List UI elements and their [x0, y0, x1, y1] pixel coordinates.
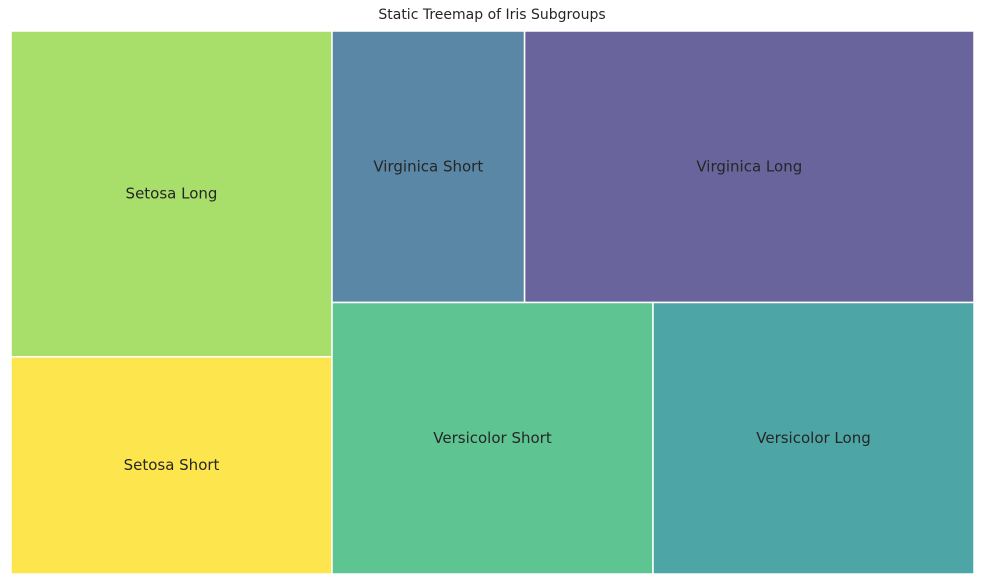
- cell-rect-setosa-short: [10, 356, 333, 575]
- cell-label-setosa-long: Setosa Long: [126, 184, 218, 202]
- cell-label-virginica-long: Virginica Long: [696, 157, 802, 175]
- cell-rect-versicolor-long: [652, 301, 975, 575]
- treemap-cell-versicolor-short: Versicolor Short: [331, 301, 654, 575]
- cell-label-setosa-short: Setosa Short: [124, 456, 220, 474]
- treemap-cell-virginica-short: Virginica Short: [331, 30, 526, 304]
- treemap-cell-virginica-long: Virginica Long: [523, 30, 975, 304]
- cell-rect-virginica-long: [523, 30, 975, 304]
- cell-label-versicolor-long: Versicolor Long: [756, 429, 870, 447]
- treemap-cells: Setosa Long Setosa Short Virginica Short Vi…: [10, 30, 975, 575]
- treemap-cell-setosa-short: Setosa Short: [10, 356, 333, 575]
- cell-rect-versicolor-short: [331, 301, 654, 575]
- cell-label-virginica-short: Virginica Short: [373, 157, 483, 175]
- chart-title: Static Treemap of Iris Subgroups: [378, 7, 606, 23]
- treemap-cell-setosa-long: Setosa Long: [10, 30, 333, 358]
- cell-label-versicolor-short: Versicolor Short: [433, 429, 552, 447]
- treemap-cell-versicolor-long: Versicolor Long: [652, 301, 975, 575]
